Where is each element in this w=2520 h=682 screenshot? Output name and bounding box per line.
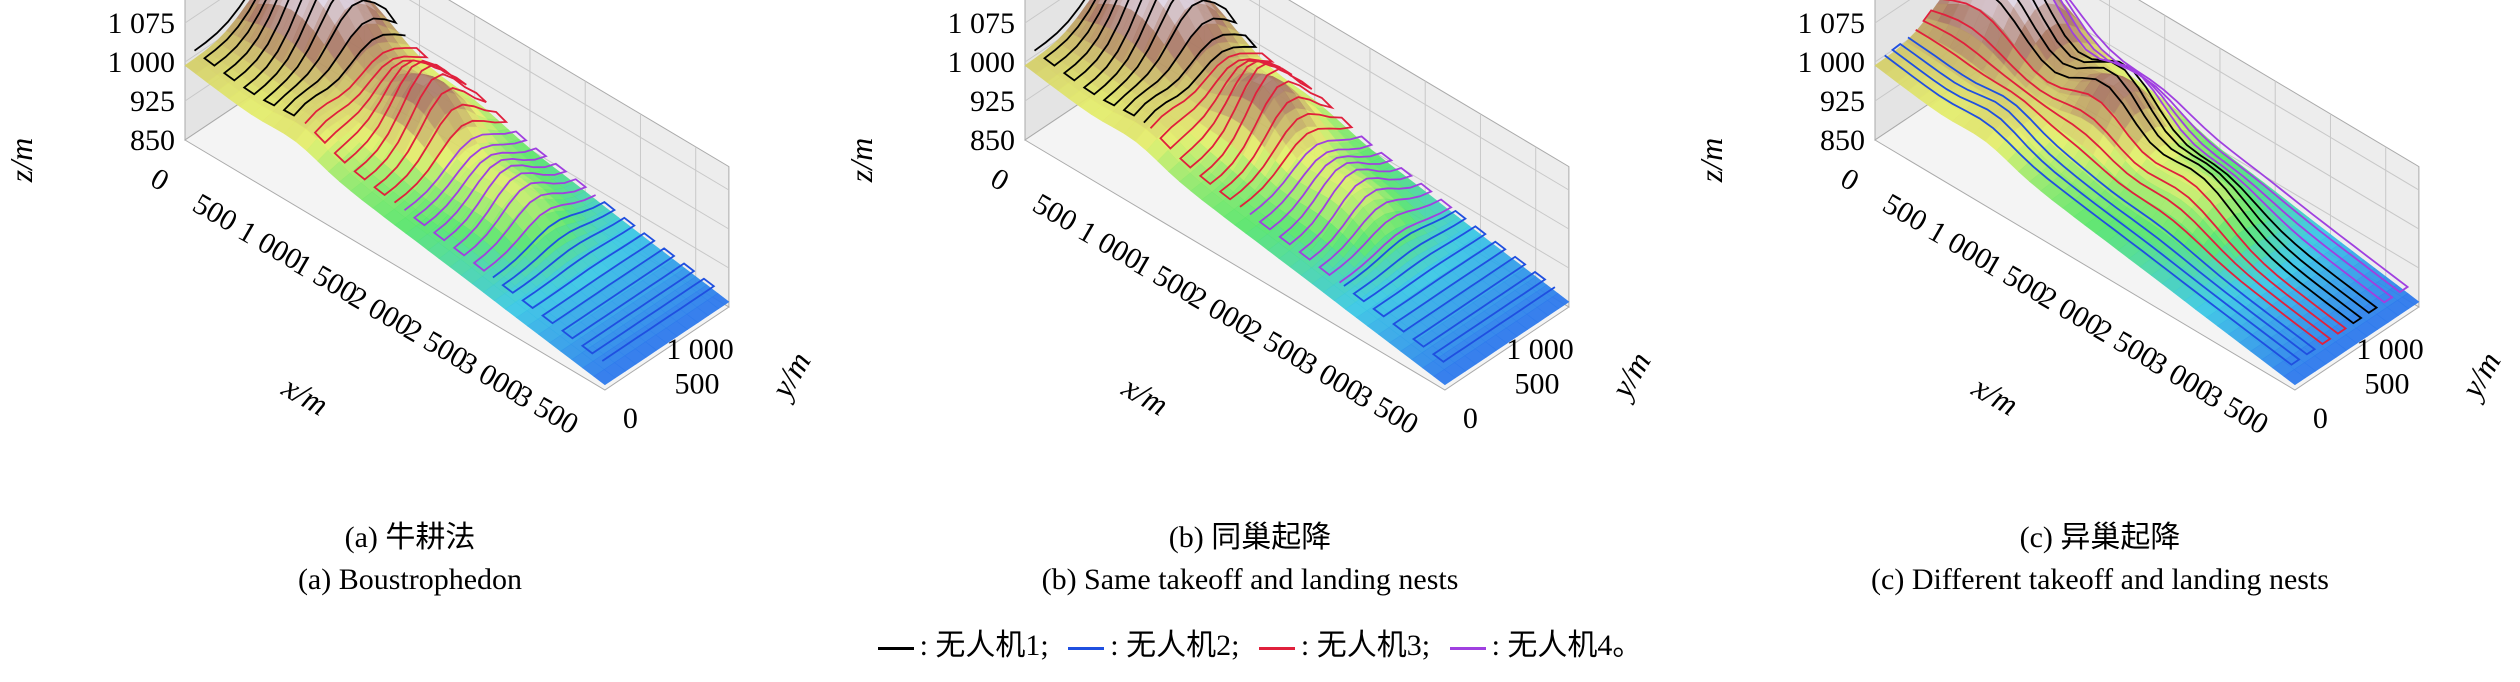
legend-label-uav1: : 无人机1; [919,629,1049,662]
x-tick-label: 500 [1027,187,1082,238]
y-tick-label: 1 000 [666,333,734,366]
y-axis-label: y/m [2452,345,2508,406]
legend-swatch-uav4 [1449,646,1486,650]
legend-swatch-uav2 [1068,646,1105,650]
z-tick-label: 1 075 [108,7,176,40]
legend-entry-uav4: : 无人机4。 [1449,628,1643,664]
flight-path-uav2 [1884,36,2317,366]
legend-label-uav3: : 无人机3; [1300,629,1431,662]
legend-entry-uav3: : 无人机3; [1258,628,1431,664]
caption-a-cn: (a) 牛耕法 [344,521,476,554]
z-tick-label: 850 [1820,124,1865,157]
panel-a: 0 500 1 000 1 500 2 000 2 500 3 000 3 500 0 500 1 … [0,0,820,480]
legend: : 无人机1; : 无人机2; : 无人机3; : 无人机4。 [0,628,2520,664]
flight-path-uav4 [1249,135,1453,284]
x-tick-label: 500 [1877,187,1932,238]
x-tick-label: 0 [985,162,1014,198]
x-tick-label: 500 [187,187,242,238]
flight-path-uav1 [1033,0,1258,124]
flight-path-uav2 [492,201,716,362]
z-tick-label: 1 000 [108,46,176,79]
caption-b-cn: (b) 同巢起降 [1168,521,1332,554]
panel-c: 0 500 1 000 1 500 2 000 2 500 3 000 3 500 0 500 1 … [1690,0,2510,480]
legend-label-uav4: : 无人机4。 [1491,629,1643,662]
z-tick-label: 1 000 [948,46,1016,79]
z-tick-label: 850 [130,124,175,157]
x-tick-label: 3 500 [509,379,584,441]
y-tick-label: 0 [1463,402,1478,435]
flight-path-uav4 [2052,0,2410,304]
legend-swatch-uav3 [1258,646,1295,650]
x-tick-label: 0 [145,162,174,198]
z-axis-label: z/m [3,138,39,183]
x-axis-label: x/m [1966,368,2025,423]
y-axis-label: y/m [762,345,818,406]
flight-path-uav3 [304,47,509,204]
flight-path-uav2 [1343,209,1556,363]
y-tick-label: 500 [2365,367,2410,400]
x-axis-label: x/m [276,368,335,423]
flight-path-uav4 [403,130,596,272]
flight-path-uav3 [1149,52,1354,208]
z-tick-label: 850 [970,124,1015,157]
x-tick-label: 3 500 [1349,379,1424,441]
y-tick-label: 1 000 [1506,333,1574,366]
legend-entry-uav1: : 无人机1; [877,628,1049,664]
flight-path-uav1 [193,0,406,117]
flight-path-uav1 [1995,0,2379,325]
y-axis-label: y/m [1602,345,1658,406]
caption-c-en: (c) Different takeoff and landing nests [1871,563,2329,596]
y-tick-label: 500 [1515,367,1560,400]
panel-b: 0 500 1 000 1 500 2 000 2 500 3 000 3 500 0 500 1 … [840,0,1660,480]
legend-entry-uav2: : 无人机2; [1068,628,1239,664]
legend-label-uav2: : 无人机2; [1110,629,1240,662]
z-axis-label: z/m [843,138,879,183]
z-tick-label: 925 [130,85,175,118]
z-tick-label: 1 000 [1798,46,1866,79]
x-axis-label: x/m [1116,368,1175,423]
x-tick-label: 3 500 [2199,379,2274,441]
y-tick-label: 500 [675,367,720,400]
legend-swatch-uav1 [877,646,914,650]
y-tick-label: 1 000 [2356,333,2424,366]
z-axis-label: z/m [1693,138,1729,183]
z-tick-label: 1 075 [1798,7,1866,40]
z-tick-label: 1 075 [948,7,1016,40]
y-tick-label: 0 [623,402,638,435]
z-tick-label: 925 [970,85,1015,118]
z-tick-label: 925 [1820,85,1865,118]
caption-b-en: (b) Same takeoff and landing nests [1041,563,1459,596]
caption-a-en: (a) Boustrophedon [297,563,523,596]
caption-c-cn: (c) 异巢起降 [2019,521,2181,554]
flight-path-uav3 [1915,0,2348,346]
y-tick-label: 0 [2313,402,2328,435]
x-tick-label: 0 [1835,162,1864,198]
